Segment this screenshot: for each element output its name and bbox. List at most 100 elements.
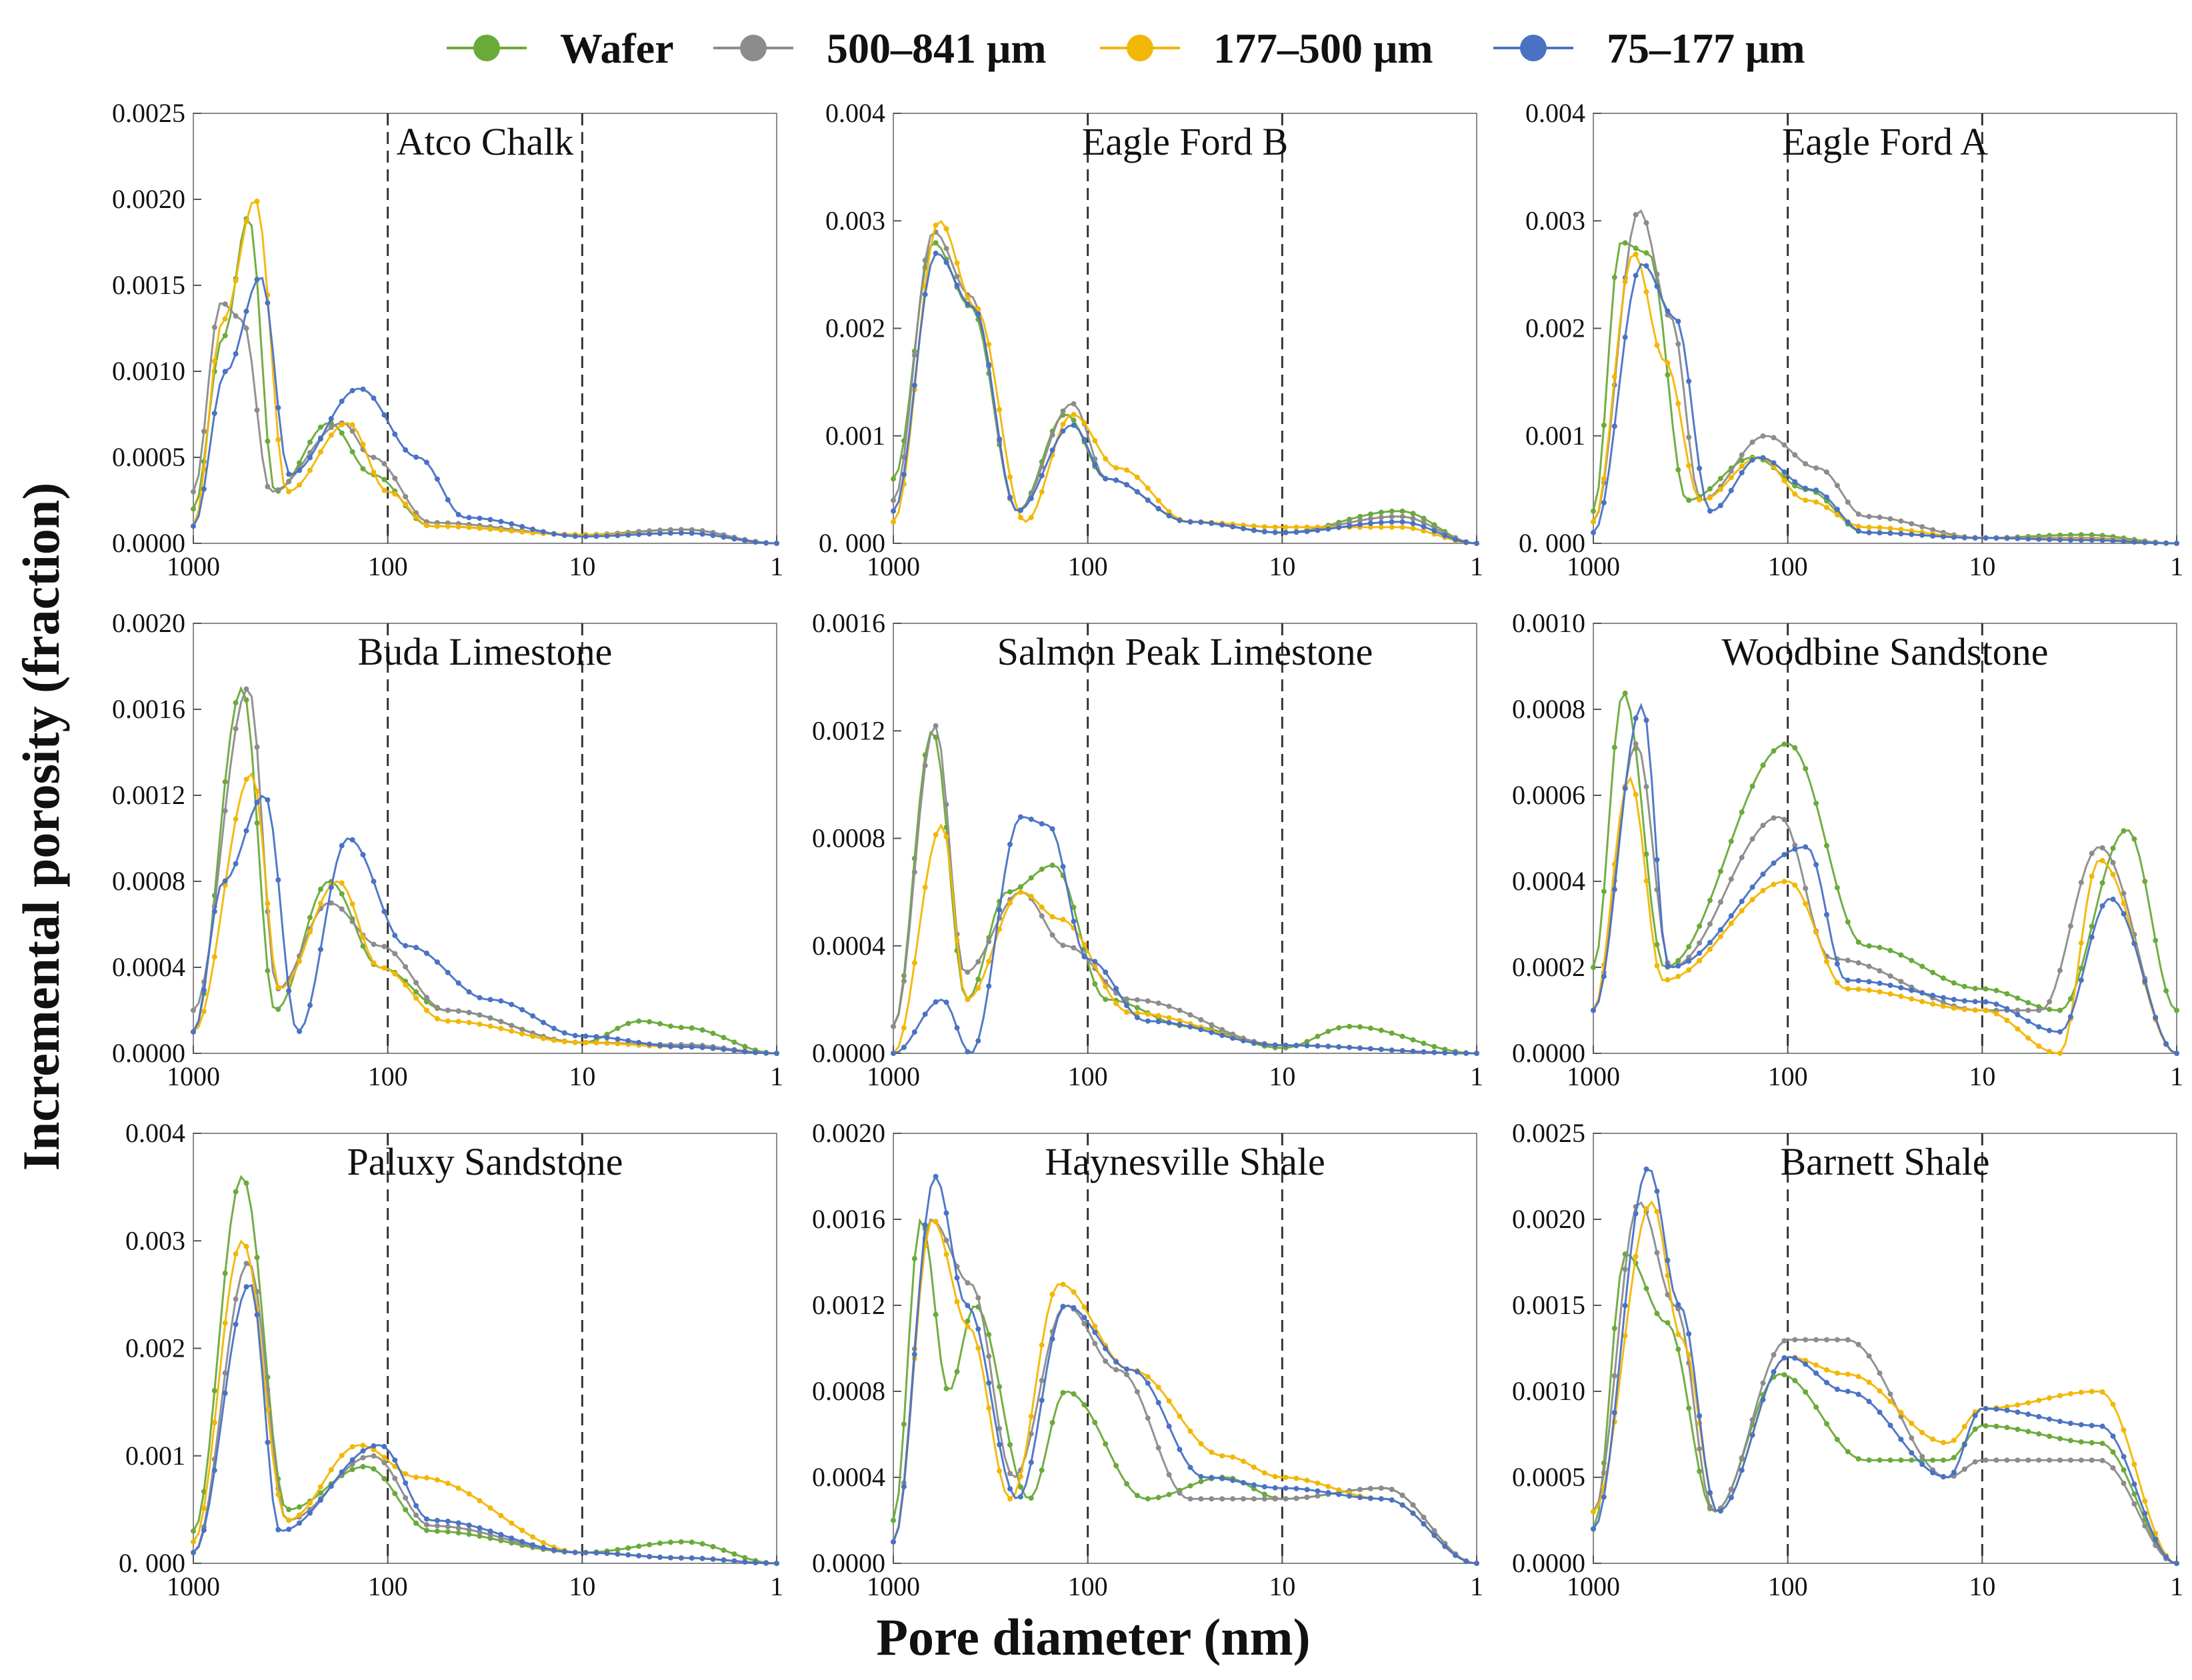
data-point bbox=[1145, 1374, 1151, 1380]
data-point bbox=[986, 1353, 992, 1359]
data-point bbox=[487, 526, 493, 532]
data-point bbox=[1155, 1013, 1161, 1019]
data-point bbox=[243, 1261, 249, 1267]
data-point bbox=[191, 1528, 196, 1534]
data-point bbox=[1103, 456, 1109, 462]
data-point bbox=[721, 1035, 727, 1041]
data-point bbox=[1230, 1035, 1236, 1041]
data-point bbox=[275, 487, 281, 493]
data-point bbox=[2089, 934, 2095, 940]
series-500–841 μm bbox=[191, 301, 779, 546]
data-point bbox=[328, 425, 334, 430]
data-point bbox=[1919, 1429, 1925, 1435]
data-point bbox=[1060, 943, 1066, 949]
data-point bbox=[1697, 923, 1703, 929]
data-point bbox=[371, 879, 377, 885]
data-point bbox=[1717, 475, 1723, 481]
data-point bbox=[1707, 486, 1713, 492]
y-tick-label: 0.0010 bbox=[112, 356, 185, 386]
series-500–841 μm bbox=[891, 1218, 1479, 1566]
data-point bbox=[1081, 1402, 1087, 1408]
data-point bbox=[254, 1255, 260, 1261]
data-point bbox=[2047, 999, 2053, 1005]
data-point bbox=[371, 941, 377, 947]
data-point bbox=[636, 531, 642, 537]
data-point bbox=[1145, 485, 1151, 491]
panel-4: 0.0000 0.0004 0.0008 0.0012 0.0016 0.0020 1000… bbox=[112, 608, 783, 1091]
data-point bbox=[2142, 1523, 2148, 1529]
data-point bbox=[1739, 855, 1745, 861]
x-tick-label: 100 bbox=[368, 551, 408, 581]
data-point bbox=[891, 508, 896, 514]
panel-2: 0. 000 0.001 0.002 0.003 0.004 1000 100 10 1 Eagl… bbox=[819, 98, 1483, 581]
data-point bbox=[1930, 533, 1936, 539]
data-point bbox=[1081, 1315, 1087, 1321]
x-tick-label: 100 bbox=[368, 1571, 408, 1601]
data-point bbox=[222, 779, 228, 785]
data-point bbox=[1686, 497, 1692, 503]
y-tick-label: 0.0010 bbox=[1512, 608, 1585, 638]
y-tick-label: 0.0015 bbox=[112, 270, 185, 300]
data-point bbox=[2015, 1026, 2021, 1032]
data-point bbox=[1134, 1493, 1140, 1499]
data-point bbox=[1855, 528, 1861, 534]
data-point bbox=[477, 1021, 483, 1027]
data-point bbox=[1717, 899, 1723, 905]
y-tick-label: 0.003 bbox=[1525, 205, 1585, 235]
series-line bbox=[892, 252, 1477, 545]
data-point bbox=[413, 989, 419, 995]
data-point bbox=[2153, 1537, 2159, 1542]
data-point bbox=[1124, 1481, 1129, 1487]
data-point bbox=[1739, 470, 1745, 475]
data-point bbox=[2089, 923, 2095, 929]
data-point bbox=[1367, 1495, 1373, 1501]
y-tick-label: 0.0000 bbox=[1512, 1548, 1585, 1578]
data-point bbox=[1654, 283, 1660, 289]
data-point bbox=[1007, 495, 1013, 500]
data-point bbox=[615, 1041, 621, 1047]
data-point bbox=[1187, 1483, 1193, 1489]
series-line bbox=[1592, 703, 2177, 1055]
data-point bbox=[1017, 1484, 1023, 1490]
data-point bbox=[1686, 958, 1692, 964]
data-point bbox=[1813, 1337, 1819, 1343]
data-point bbox=[509, 528, 515, 534]
panel-3: 0. 000 0.001 0.002 0.003 0.004 1000 100 10 1 Eagl… bbox=[1519, 98, 2183, 581]
data-point bbox=[2153, 1015, 2159, 1021]
data-point bbox=[2174, 1051, 2179, 1056]
data-point bbox=[1781, 442, 1787, 448]
data-point bbox=[1665, 372, 1671, 378]
data-point bbox=[413, 1503, 419, 1509]
series-75–177 μm bbox=[191, 794, 779, 1056]
data-point bbox=[1293, 1043, 1299, 1049]
data-point bbox=[211, 324, 217, 330]
data-point bbox=[349, 919, 355, 925]
data-point bbox=[731, 1551, 737, 1557]
data-point bbox=[1049, 1419, 1055, 1425]
legend-label: 75–177 μm bbox=[1607, 25, 1805, 72]
series-75–177 μm bbox=[1591, 1166, 2179, 1566]
data-point bbox=[1261, 1484, 1267, 1490]
data-point bbox=[1421, 528, 1427, 534]
data-point bbox=[2067, 1014, 2073, 1020]
data-point bbox=[455, 524, 461, 530]
x-tick-label: 1 bbox=[1470, 1571, 1483, 1601]
data-point bbox=[275, 1491, 281, 1497]
y-tick-label: 0.004 bbox=[125, 1118, 185, 1148]
data-point bbox=[2131, 539, 2137, 545]
data-point bbox=[1654, 1250, 1660, 1256]
x-tick-label: 1000 bbox=[1567, 1061, 1620, 1091]
x-tick-label: 1 bbox=[770, 1571, 783, 1601]
data-point bbox=[509, 1028, 515, 1034]
data-point bbox=[1643, 289, 1649, 295]
data-point bbox=[307, 1002, 313, 1008]
data-point bbox=[1431, 1528, 1437, 1534]
data-point bbox=[360, 1448, 366, 1454]
data-point bbox=[742, 1043, 748, 1049]
data-point bbox=[1941, 1457, 1946, 1463]
data-point bbox=[1134, 1005, 1140, 1011]
data-point bbox=[1007, 1442, 1013, 1447]
data-point bbox=[1675, 1331, 1681, 1337]
data-point bbox=[317, 449, 323, 455]
data-point bbox=[1941, 1439, 1946, 1445]
